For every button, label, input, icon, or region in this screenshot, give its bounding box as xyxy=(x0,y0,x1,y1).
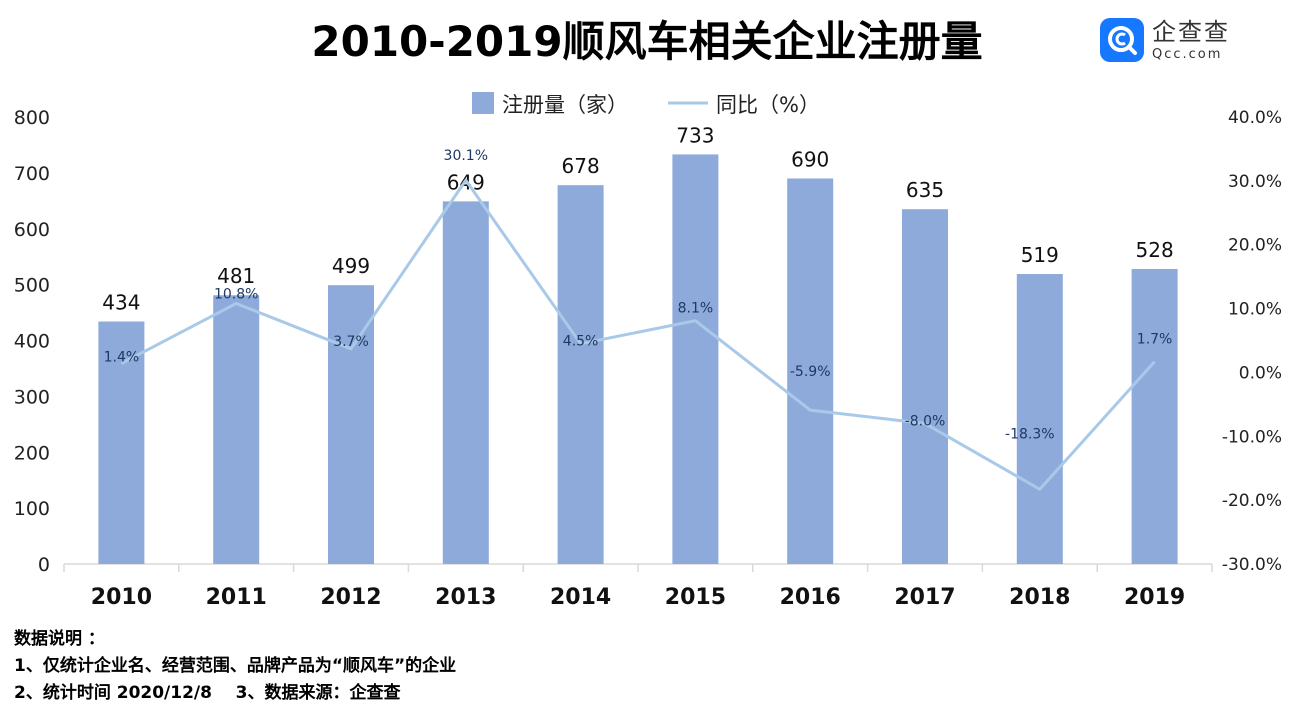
line-value-label: 1.4% xyxy=(104,349,140,365)
bar-value-label: 678 xyxy=(562,154,600,178)
left-tick-label: 700 xyxy=(14,163,50,185)
left-tick-label: 800 xyxy=(14,107,50,129)
left-axis: 0 100 200 300 400 500 600 700 800 xyxy=(14,107,50,576)
line-labels: 1.4% 10.8% 3.7% 30.1% 4.5% 8.1% -5.9% -8.0% -18.… xyxy=(104,148,1173,442)
x-category-label: 2011 xyxy=(206,585,267,610)
line-series xyxy=(120,178,1156,491)
bar-value-label: 499 xyxy=(332,254,370,278)
bar-value-label: 528 xyxy=(1136,238,1174,262)
legend-bar-swatch xyxy=(472,92,494,114)
right-tick-label: 10.0% xyxy=(1228,300,1282,320)
x-axis: 2010 2011 2012 2013 2014 2015 2016 2017 2018 2019 xyxy=(91,585,1185,610)
x-category-label: 2019 xyxy=(1124,585,1185,610)
chart-legend: 注册量（家） 同比（%） xyxy=(472,92,820,117)
right-tick-label: 40.0% xyxy=(1228,108,1282,128)
data-notes: 数据说明 ： 1、仅统计企业名、经营范围、品牌产品为“顺风车”的企业 2、统计时… xyxy=(14,626,456,707)
x-category-label: 2012 xyxy=(320,585,381,610)
bar-value-label: 481 xyxy=(217,264,255,288)
x-category-label: 2013 xyxy=(435,585,496,610)
bar-series xyxy=(98,154,1178,565)
x-category-label: 2017 xyxy=(894,585,955,610)
logo-name-cn: 企查查 xyxy=(1152,17,1230,46)
left-tick-label: 300 xyxy=(14,386,50,408)
bar xyxy=(557,185,604,565)
left-tick-label: 500 xyxy=(14,275,50,297)
bar xyxy=(213,295,260,564)
line-value-label: 3.7% xyxy=(333,334,369,350)
legend-bar-label: 注册量（家） xyxy=(502,93,628,117)
notes-heading: 数据说明 ： xyxy=(14,629,105,649)
left-tick-label: 0 xyxy=(38,554,50,576)
bar xyxy=(787,178,834,564)
x-category-label: 2014 xyxy=(550,585,611,610)
bar-value-label: 635 xyxy=(906,178,944,202)
bar-value-label: 690 xyxy=(791,147,829,171)
bar-value-label: 519 xyxy=(1021,243,1059,267)
line-value-label: 30.1% xyxy=(444,148,488,164)
x-category-label: 2010 xyxy=(91,585,152,610)
right-tick-label: -20.0% xyxy=(1222,491,1282,511)
left-tick-label: 600 xyxy=(14,219,50,241)
left-tick-label: 100 xyxy=(14,498,50,520)
x-category-label: 2015 xyxy=(665,585,726,610)
bar-value-label: 434 xyxy=(102,291,140,315)
bar xyxy=(442,201,489,564)
line-value-label: -5.9% xyxy=(790,364,831,380)
bar xyxy=(1131,268,1178,564)
right-tick-label: 0.0% xyxy=(1239,363,1282,383)
bar xyxy=(1016,274,1063,564)
x-category-label: 2016 xyxy=(780,585,841,610)
bar xyxy=(328,285,374,564)
notes-line-1: 1、仅统计企业名、经营范围、品牌产品为“顺风车”的企业 xyxy=(14,656,457,676)
qcc-logo-icon xyxy=(1100,18,1144,62)
line-value-label: 10.8% xyxy=(214,286,258,302)
right-tick-label: 20.0% xyxy=(1228,236,1282,256)
right-tick-label: -30.0% xyxy=(1222,555,1282,575)
bar xyxy=(672,154,719,564)
bar xyxy=(902,209,948,564)
right-axis: -30.0% -20.0% -10.0% 0.0% 10.0% 20.0% 30.0% 40.… xyxy=(1222,108,1282,575)
notes-line-2: 2、统计时间 2020/12/8 3、数据来源：企查查 xyxy=(14,683,401,703)
x-category-label: 2018 xyxy=(1009,585,1070,610)
bar-value-label: 733 xyxy=(676,123,714,147)
left-tick-label: 200 xyxy=(14,442,50,464)
chart-title: 2010-2019顺风车相关企业注册量 xyxy=(311,17,983,66)
qcc-logo: 企查查 Qcc.com xyxy=(1100,18,1230,62)
logo-name-en: Qcc.com xyxy=(1152,46,1223,62)
combo-chart: 注册量（家） 同比（%） 0 100 200 300 400 500 600 700 800 -… xyxy=(14,92,1282,610)
line-value-label: 4.5% xyxy=(563,334,599,350)
line-value-label: -18.3% xyxy=(1005,426,1055,442)
line-value-label: -8.0% xyxy=(905,414,946,430)
line-value-label: 8.1% xyxy=(678,301,714,317)
right-tick-label: 30.0% xyxy=(1228,172,1282,192)
line-value-label: 1.7% xyxy=(1137,332,1173,348)
right-tick-label: -10.0% xyxy=(1222,427,1282,447)
legend-line-label: 同比（%） xyxy=(716,93,820,117)
left-tick-label: 400 xyxy=(14,331,50,353)
yoy-line xyxy=(120,178,1156,491)
